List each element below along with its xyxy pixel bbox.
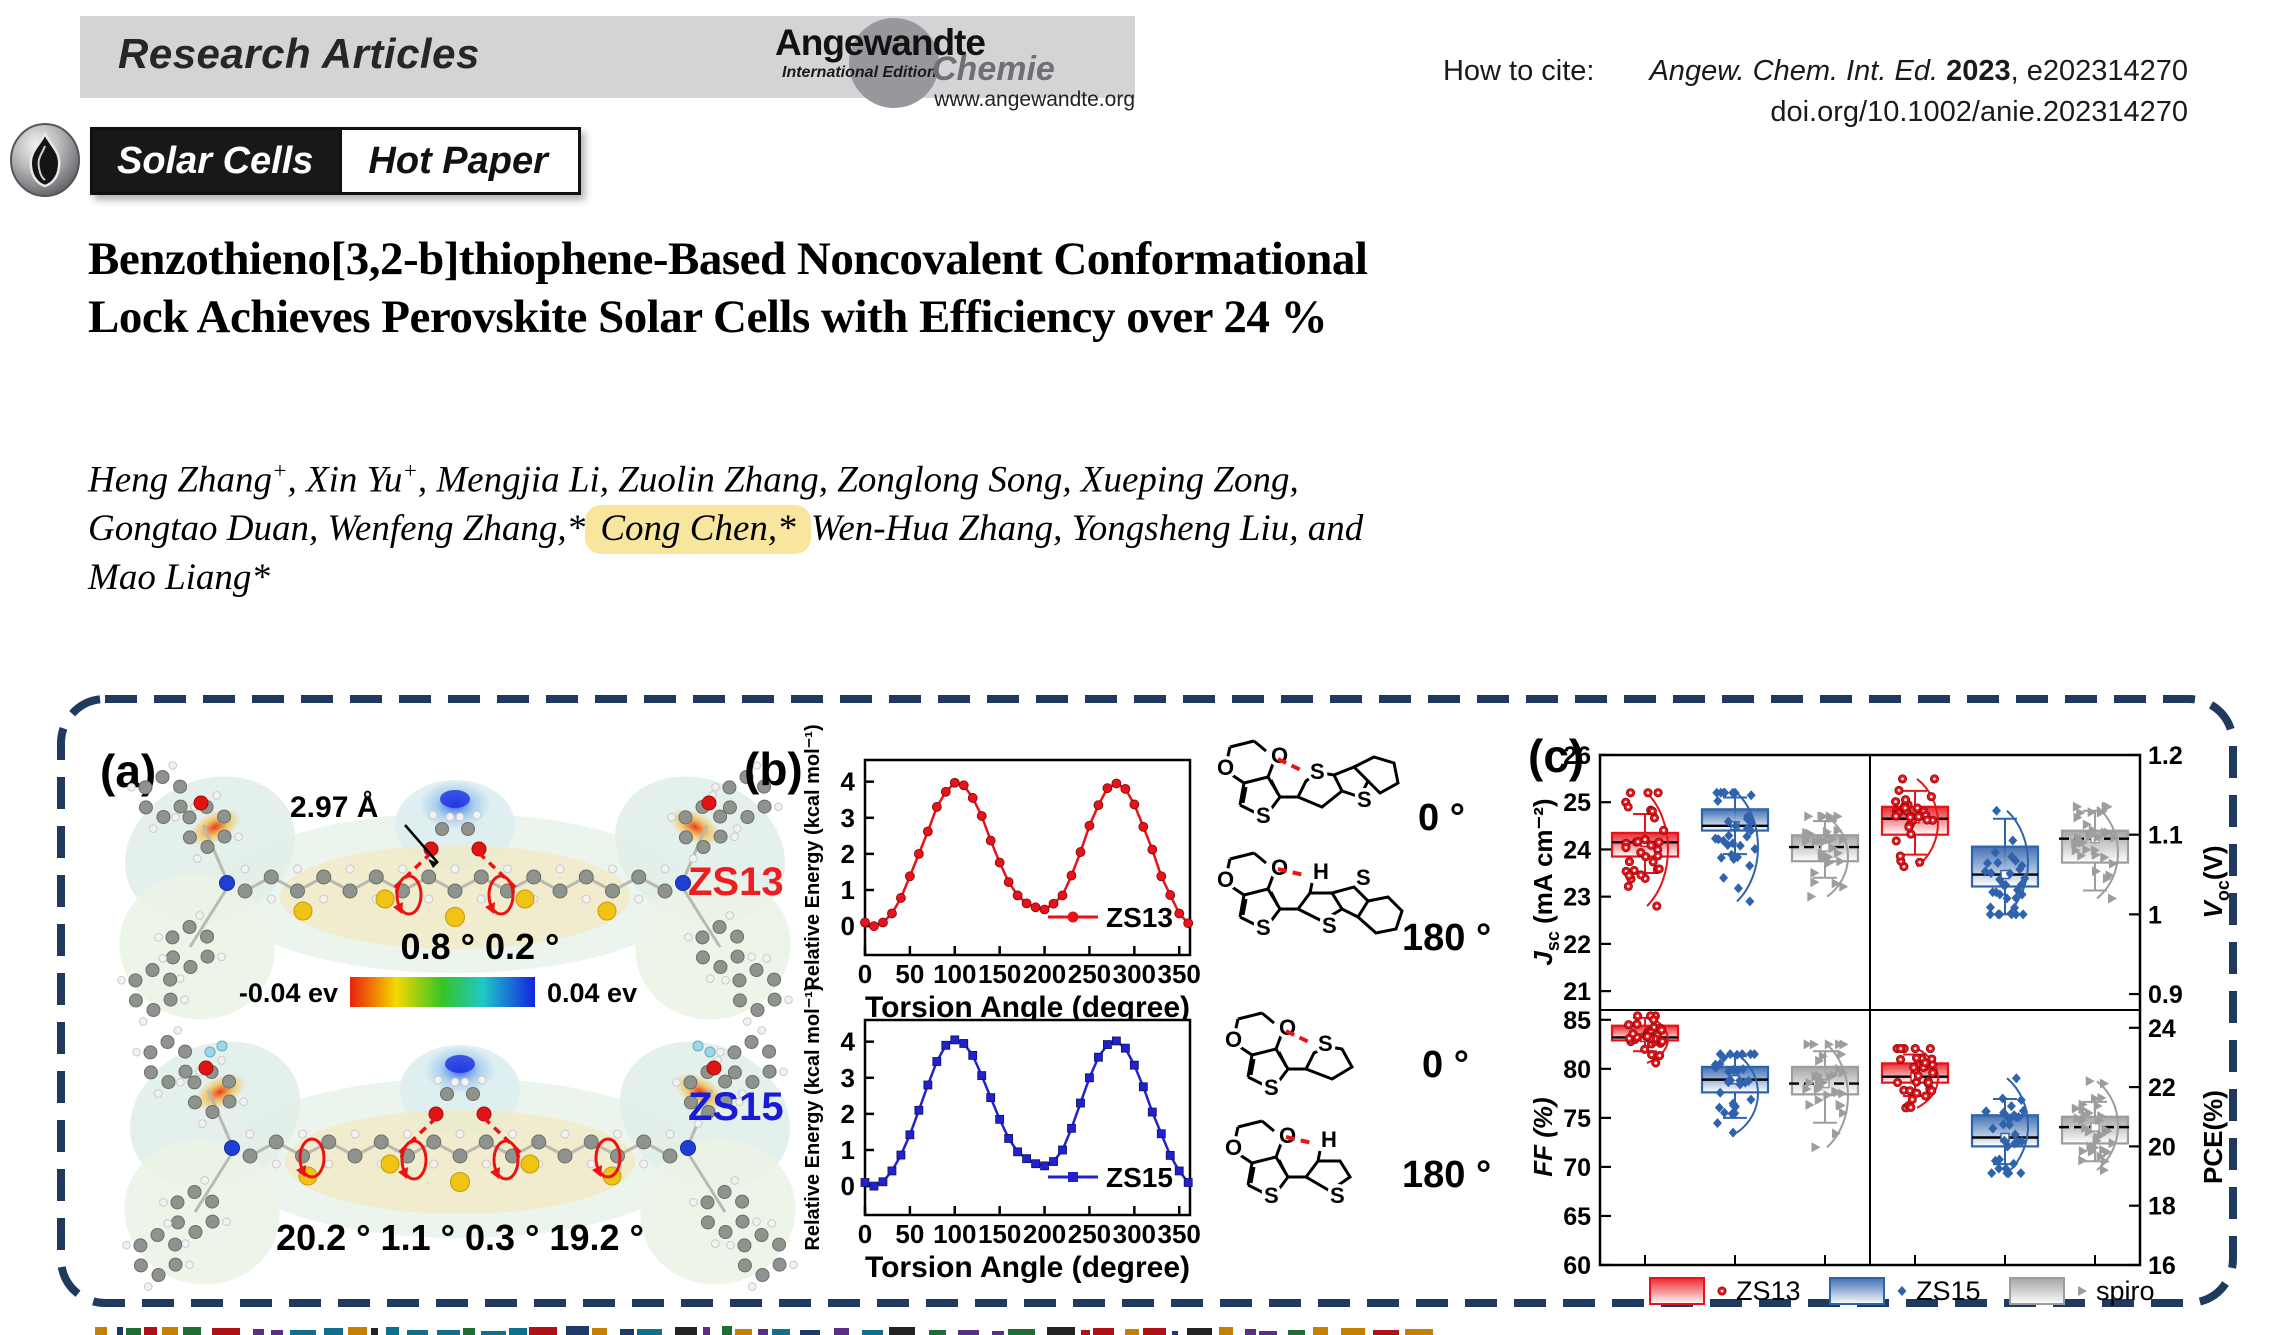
badge-solar-cells: Solar Cells <box>90 127 340 195</box>
text-fragment <box>861 1329 883 1335</box>
text-fragment <box>253 1328 264 1335</box>
text-fragment <box>833 1328 850 1335</box>
hot-paper-flame-icon <box>8 122 82 203</box>
journal-logo-chemie: Chemie <box>932 50 1055 88</box>
text-fragment <box>703 1326 710 1335</box>
article-title-line-2: Lock Achieves Perovskite Solar Cells wit… <box>88 291 1328 343</box>
how-to-cite-label: How to cite: <box>1442 55 1595 87</box>
citation-line: How to cite: Angew. Chem. Int. Ed. 2023, … <box>1443 55 2188 88</box>
text-fragment <box>958 1330 980 1335</box>
text-fragment <box>565 1326 590 1335</box>
text-fragment <box>371 1327 378 1335</box>
text-fragment <box>1124 1328 1140 1335</box>
text-fragment <box>323 1327 343 1335</box>
text-fragment <box>1313 1327 1329 1335</box>
text-fragment <box>1171 1330 1179 1335</box>
text-fragment <box>636 1329 662 1335</box>
figure-dashed-border <box>57 695 2237 1307</box>
citation-journal: Angew. Chem. Int. Ed. <box>1649 55 1939 87</box>
author-line: Mao Liang* <box>88 557 270 599</box>
text-fragment <box>481 1330 507 1335</box>
author-list: Heng Zhang+, Xin Yu+, Mengjia Li, Zuolin… <box>88 446 2208 602</box>
text-fragment <box>991 1330 1005 1335</box>
highlighted-author: Cong Chen,* <box>585 505 811 555</box>
text-fragment <box>529 1326 558 1335</box>
text-fragment <box>1007 1328 1036 1335</box>
text-fragment <box>126 1327 142 1335</box>
text-fragment <box>758 1328 768 1335</box>
text-fragment <box>143 1327 158 1335</box>
text-fragment <box>95 1326 107 1335</box>
text-fragment <box>1405 1328 1433 1335</box>
cutoff-text-strip <box>0 1323 2274 1335</box>
text-fragment <box>289 1330 316 1335</box>
text-fragment <box>161 1327 178 1335</box>
text-fragment <box>619 1328 635 1335</box>
citation-block: How to cite: Angew. Chem. Int. Ed. 2023, … <box>1443 55 2188 129</box>
text-fragment <box>674 1327 698 1335</box>
paper-badges: Solar Cells Hot Paper <box>90 127 581 195</box>
text-fragment <box>1092 1328 1114 1335</box>
text-fragment <box>270 1329 284 1335</box>
article-title-line-1: Benzothieno[3,2-b]thiophene-Based Noncov… <box>88 233 1368 285</box>
text-fragment <box>1187 1328 1213 1335</box>
text-fragment <box>212 1328 240 1335</box>
text-fragment <box>406 1329 429 1335</box>
text-fragment <box>592 1327 608 1335</box>
text-fragment <box>928 1329 946 1335</box>
logo-circle <box>849 18 939 108</box>
text-fragment <box>888 1327 916 1335</box>
text-fragment <box>437 1330 461 1335</box>
doi-link[interactable]: doi.org/10.1002/anie.202314270 <box>1770 96 2188 128</box>
text-fragment <box>1340 1327 1366 1335</box>
text-fragment <box>117 1326 124 1335</box>
text-fragment <box>348 1327 368 1335</box>
journal-logo-name: Angewandte <box>775 22 986 63</box>
badge-hot-paper: Hot Paper <box>339 127 581 195</box>
text-fragment <box>1081 1329 1091 1335</box>
section-title: Research Articles <box>118 30 480 77</box>
text-fragment <box>1219 1326 1233 1335</box>
text-fragment <box>386 1327 399 1335</box>
text-fragment <box>508 1328 527 1335</box>
text-fragment <box>721 1326 733 1335</box>
text-fragment <box>771 1328 791 1335</box>
text-fragment <box>1046 1326 1075 1335</box>
author-line: Gongtao Duan, Wenfeng Zhang,* Cong Chen,… <box>88 504 2208 555</box>
journal-header-bar <box>80 16 1135 98</box>
journal-url-link[interactable]: www.angewandte.org <box>934 88 1135 111</box>
author-line: Heng Zhang+, Xin Yu+, Mengjia Li, Zuolin… <box>88 458 1299 501</box>
journal-logo-edition: International Edition <box>782 64 937 81</box>
text-fragment <box>1288 1329 1306 1335</box>
text-fragment <box>182 1327 202 1335</box>
text-fragment <box>734 1329 753 1335</box>
text-fragment <box>1259 1330 1278 1335</box>
citation-article-id: , e202314270 <box>2010 55 2188 87</box>
text-fragment <box>1373 1329 1399 1335</box>
text-fragment <box>1245 1328 1256 1335</box>
citation-year: 2023 <box>1946 55 2011 87</box>
text-fragment <box>1142 1328 1167 1335</box>
text-fragment <box>463 1327 476 1335</box>
text-fragment <box>800 1329 820 1335</box>
